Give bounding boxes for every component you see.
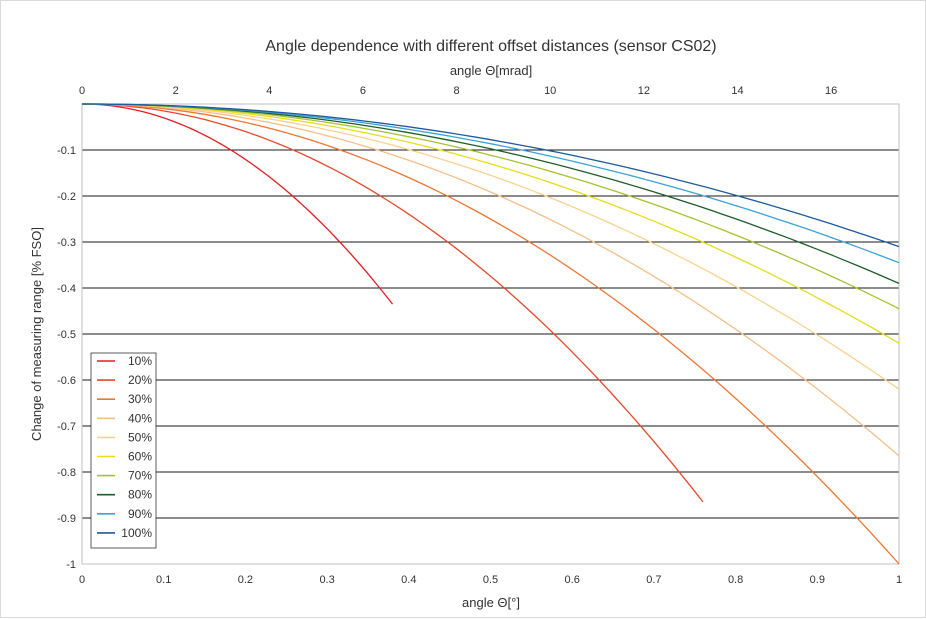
legend: 10% 20% 30% 40% 50% 60% 70% 80% 90% 100% (90, 352, 157, 549)
x-axis-title: angle Θ[°] (462, 595, 520, 610)
x2-tick-label: 0 (79, 85, 85, 97)
legend-label: 10% (128, 354, 152, 368)
x2-tick-label: 6 (360, 85, 366, 97)
plot-area (81, 103, 900, 565)
legend-label: 30% (128, 392, 152, 406)
series-line-100pct (82, 103, 900, 248)
x-tick-label: 0 (79, 574, 85, 586)
series-lines (81, 103, 900, 565)
series-line-10pct (81, 103, 394, 305)
series-line-80pct (82, 103, 900, 284)
legend-label: 50% (128, 430, 152, 444)
x2-tick-label: 2 (173, 85, 179, 97)
y-tick-label: -0.9 (57, 513, 76, 525)
x-axis-ticks: 0 0.1 0.2 0.3 0.4 0.5 0.6 0.7 0.8 0.9 1 (79, 574, 902, 586)
series-line-70pct (81, 103, 900, 310)
series-line-20pct (81, 103, 704, 503)
grid-lines (82, 149, 899, 565)
series-line-60pct (81, 103, 900, 344)
x-tick-label: 0.3 (319, 574, 334, 586)
x-tick-label: 0.2 (238, 574, 253, 586)
y-tick-label: -1 (66, 559, 76, 571)
legend-label: 100% (121, 526, 152, 540)
x2-tick-label: 14 (731, 85, 743, 97)
legend-label: 90% (128, 507, 152, 521)
x2-axis-ticks: 0 2 4 6 8 10 12 14 16 (79, 85, 837, 97)
y-tick-label: -0.4 (57, 283, 76, 295)
series-line-40pct (81, 103, 900, 457)
y-tick-label: -0.1 (57, 145, 76, 157)
x2-tick-label: 8 (453, 85, 459, 97)
x2-tick-label: 4 (266, 85, 272, 97)
x-tick-label: 0.1 (156, 574, 171, 586)
series-line-50pct (81, 103, 900, 390)
y-tick-label: -0.5 (57, 329, 76, 341)
x2-tick-label: 10 (544, 85, 556, 97)
legend-box (90, 352, 157, 549)
x-tick-label: 0.7 (646, 574, 661, 586)
y-axis-title: Change of measuring range [% FSO] (29, 227, 44, 441)
legend-label: 40% (128, 411, 152, 425)
chart-title: Angle dependence with different offset d… (265, 38, 716, 55)
y-tick-label: -0.3 (57, 237, 76, 249)
y-axis-ticks: -0.1 -0.2 -0.3 -0.4 -0.5 -0.6 -0.7 -0.8 -0.9 -1 (57, 145, 76, 571)
x-tick-label: 0.4 (401, 574, 416, 586)
legend-label: 70% (128, 469, 152, 483)
series-line-30pct (81, 103, 900, 565)
x2-axis-title: angle Θ[mrad] (450, 63, 532, 78)
x-tick-label: 0.6 (565, 574, 580, 586)
x-tick-label: 0.8 (728, 574, 743, 586)
x-tick-label: 0.9 (810, 574, 825, 586)
x2-tick-label: 12 (638, 85, 650, 97)
series-line-90pct (82, 103, 900, 264)
x-tick-label: 0.5 (483, 574, 498, 586)
y-tick-label: -0.2 (57, 191, 76, 203)
legend-label: 60% (128, 450, 152, 464)
x2-tick-label: 16 (825, 85, 837, 97)
legend-label: 80% (128, 488, 152, 502)
y-tick-label: -0.7 (57, 421, 76, 433)
y-tick-label: -0.8 (57, 467, 76, 479)
x-tick-label: 1 (896, 574, 902, 586)
y-tick-label: -0.6 (57, 375, 76, 387)
legend-label: 20% (128, 373, 152, 387)
